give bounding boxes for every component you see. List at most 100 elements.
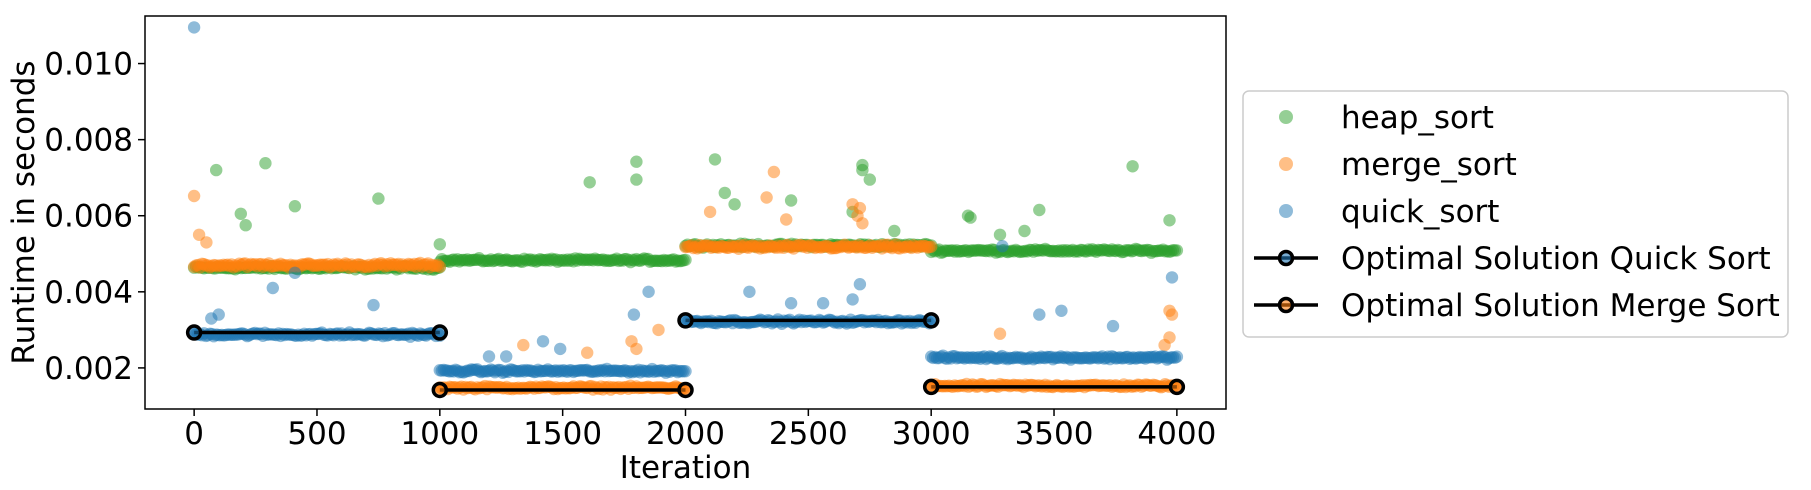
data-point — [239, 219, 252, 232]
legend-item: merge_sort — [1279, 147, 1517, 183]
data-point — [642, 285, 655, 298]
legend-label: Optimal Solution Merge Sort — [1341, 288, 1780, 324]
x-tick-label: 1500 — [523, 416, 602, 452]
data-point — [288, 200, 302, 213]
data-point — [784, 194, 798, 207]
data-point — [1170, 244, 1184, 257]
data-point — [679, 253, 692, 267]
optimal-endpoint — [677, 381, 694, 399]
data-point — [1033, 203, 1046, 217]
legend-marker — [1279, 110, 1293, 124]
legend-item: Optimal Solution Quick Sort — [1254, 241, 1771, 277]
data-point — [816, 297, 830, 310]
data-point — [703, 205, 717, 219]
optimal-endpoint — [922, 312, 940, 329]
y-tick-label: 0.006 — [44, 199, 133, 235]
heap_sort-points — [187, 153, 1184, 276]
data-point — [210, 163, 223, 177]
optimal-endpoint — [677, 312, 694, 329]
data-point — [1170, 350, 1184, 363]
data-point — [630, 173, 643, 186]
optimal-solution-merge-sort-line — [431, 378, 1186, 399]
data-point — [1033, 308, 1046, 321]
data-point — [1165, 271, 1179, 284]
legend: heap_sort merge_sort quick_sort Optimal Sol… — [1242, 90, 1789, 338]
data-point — [853, 201, 867, 215]
data-point — [863, 173, 876, 186]
y-tick-label: 0.008 — [44, 123, 133, 159]
data-point — [583, 176, 596, 189]
data-point — [536, 335, 550, 348]
data-point — [964, 211, 977, 224]
data-point — [708, 153, 722, 166]
optimal-endpoint — [431, 324, 449, 341]
data-point — [554, 342, 567, 356]
data-point — [1163, 214, 1176, 227]
data-point — [856, 217, 869, 230]
legend-frame — [1242, 90, 1789, 338]
data-point — [993, 228, 1007, 241]
x-axis-ticks: 0 500 1000 1500 2000 2500 3000 3500 4000 — [184, 409, 1216, 452]
data-point — [925, 240, 938, 253]
y-tick-label: 0.010 — [44, 47, 133, 83]
data-point — [517, 338, 530, 352]
data-point — [433, 238, 446, 251]
data-point — [200, 236, 213, 249]
plot-frame — [144, 15, 1227, 410]
data-point — [1106, 319, 1120, 333]
data-point — [728, 198, 741, 211]
data-point — [718, 186, 731, 200]
data-point — [993, 327, 1007, 340]
scatter-points-layer — [187, 21, 1184, 396]
data-point — [679, 365, 692, 378]
x-tick-label: 1000 — [400, 416, 479, 452]
data-point — [288, 266, 302, 279]
x-tick-label: 3500 — [1015, 416, 1094, 452]
legend-label: Optimal Solution Quick Sort — [1341, 241, 1771, 277]
legend-marker — [1277, 249, 1295, 267]
data-point — [482, 350, 496, 363]
optimal-endpoint — [185, 324, 203, 341]
optimal-endpoint — [922, 378, 940, 396]
legend-marker — [1279, 157, 1293, 171]
data-point — [1126, 160, 1139, 173]
x-tick-label: 2000 — [646, 416, 725, 452]
data-point — [1165, 308, 1179, 321]
legend-item: quick_sort — [1279, 194, 1499, 230]
legend-label: heap_sort — [1341, 100, 1494, 136]
data-point — [888, 224, 901, 238]
data-point — [630, 155, 643, 168]
data-point — [212, 308, 225, 321]
x-tick-label: 4000 — [1137, 416, 1216, 452]
x-tick-label: 0 — [184, 416, 204, 452]
data-point — [630, 342, 643, 356]
legend-marker — [1277, 296, 1295, 314]
data-point — [1018, 224, 1031, 238]
data-point — [500, 350, 513, 363]
data-point — [372, 192, 385, 205]
data-point — [853, 278, 867, 291]
merge_sort-points — [187, 165, 1184, 396]
data-point — [433, 260, 446, 273]
optimal-endpoint — [1168, 378, 1186, 396]
x-tick-label: 2500 — [769, 416, 848, 452]
x-axis-label: Iteration — [620, 450, 752, 486]
optimal-solution-quick-sort-line — [185, 312, 940, 341]
data-point — [367, 298, 380, 312]
y-axis-label: Runtime in seconds — [6, 60, 42, 364]
legend-label: merge_sort — [1341, 147, 1517, 183]
data-point — [259, 157, 272, 170]
data-point — [996, 240, 1009, 253]
x-tick-label: 500 — [287, 416, 346, 452]
data-point — [627, 308, 641, 321]
data-point — [767, 165, 781, 179]
data-point — [187, 189, 201, 203]
legend-label: quick_sort — [1341, 194, 1499, 230]
data-point — [760, 191, 773, 204]
data-point — [266, 281, 279, 295]
data-point — [234, 207, 247, 220]
data-point — [780, 213, 793, 226]
data-point — [1055, 304, 1068, 317]
legend-marker — [1279, 204, 1293, 218]
